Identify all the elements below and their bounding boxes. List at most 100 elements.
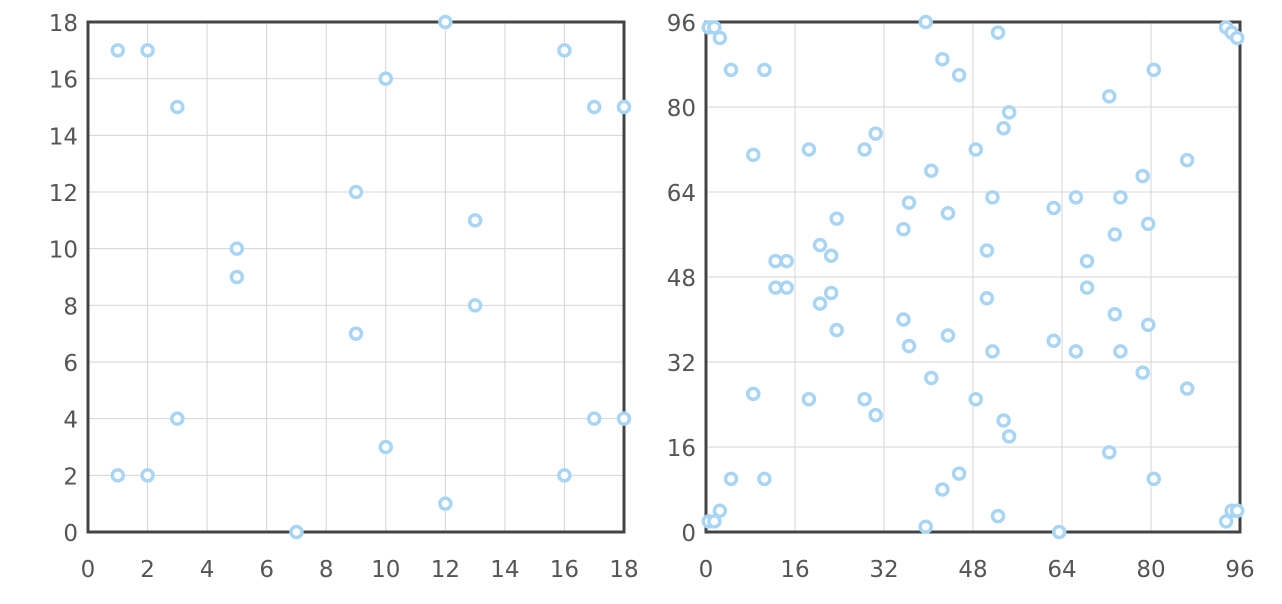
y-tick-label: 80 [667,96,696,122]
scatter-point [586,411,602,426]
scatter-point [140,468,155,483]
y-tick-label: 16 [667,436,696,462]
y-tick-label: 16 [49,68,78,94]
scatter-point [289,524,304,540]
scatter-point [918,519,933,534]
scatter-point [348,184,364,200]
scatter-point [996,413,1011,428]
scatter-point [1068,190,1084,205]
scatter-point [829,322,844,338]
scatter-point [1135,168,1150,184]
y-tick-label: 0 [681,521,696,547]
scatter-point [1068,344,1084,359]
scatter-point [935,482,950,497]
x-tick-label: 16 [780,557,809,583]
scatter-point [968,142,984,157]
x-tick-label: 48 [958,557,987,583]
y-tick-label: 12 [49,181,78,207]
y-tick-label: 0 [63,521,78,547]
scatter-point [707,514,722,529]
scatter-point [996,121,1011,136]
plot-frame [86,20,626,534]
scatter-point [110,468,126,483]
scatter-point [951,67,967,83]
scatter-point [779,280,794,295]
scatter-point [746,147,761,163]
scatter-point [586,99,602,115]
scatter-point [1046,333,1061,348]
x-tick-label: 6 [259,557,274,583]
x-tick-label: 4 [200,557,215,583]
x-tick-label: 8 [319,557,334,583]
x-tick-label: 96 [1225,557,1254,583]
scatter-point [979,291,995,306]
scatter-point [438,496,453,511]
scatter-point [779,253,794,269]
x-tick-label: 14 [490,557,519,583]
y-tick-label: 8 [63,294,78,320]
x-tick-label: 10 [371,557,400,583]
x-tick-label: 0 [699,557,714,583]
scatter-point [712,503,728,518]
scatter-point [757,471,772,487]
scatter-point [985,344,1000,359]
scatter-point [968,391,984,407]
scatter-point [229,269,245,285]
scatter-point [229,241,245,256]
scatter-point [1146,62,1162,78]
scatter-point [1107,227,1123,242]
scatter-point [170,411,185,426]
scatter-point [616,411,632,426]
scatter-point [979,243,995,258]
scatter-point [438,14,453,30]
scatter-point [712,30,728,46]
scatter-point [990,508,1006,524]
scatter-point [707,20,722,35]
scatter-point [140,43,155,58]
scatter-point [746,386,761,402]
scatter-point [768,280,783,295]
scatter-panel-2: 0 16 32 48 64 80 96 0 16 32 48 64 80 96 [667,11,1255,583]
scatter-point [170,99,185,115]
scatter-point [1146,471,1162,487]
x-tick-label: 64 [1047,557,1076,583]
scatter-point [1229,30,1245,46]
scatter-point [940,328,956,343]
scatter-point [1051,524,1067,540]
scatter-point [812,296,828,311]
scatter-point [616,99,632,115]
scatter-point [951,466,967,481]
x-tick-label: 80 [1136,557,1165,583]
scatter-point [1179,381,1195,396]
scatter-point [378,439,394,455]
x-tick-label: 2 [140,557,155,583]
scatter-point [348,326,364,341]
x-tick-label: 32 [869,557,898,583]
scatter-point [940,206,956,221]
scatter-point [1218,514,1234,529]
scatter-point [1179,152,1195,168]
scatter-point [723,471,739,487]
scatter-point [1140,317,1156,333]
scatter-point [557,468,572,483]
scatter-point [557,43,572,58]
scatter-point [1001,429,1017,444]
x-tick-label: 0 [81,557,96,583]
scatter-point [1102,445,1117,460]
scatter-point [1107,306,1123,322]
scatter-point [467,213,483,228]
scatter-point [1001,105,1017,120]
scatter-point [1079,253,1095,269]
x-tick-label: 12 [431,557,460,583]
scatter-point [990,25,1006,40]
scatter-point [1113,344,1128,359]
y-tick-label: 64 [667,181,696,207]
plot-frame [704,20,1242,534]
scatter-point [924,163,939,178]
scatter-point [896,312,911,327]
scatter-point [812,237,828,253]
x-tick-label: 16 [550,557,579,583]
scatter-point [757,62,772,78]
scatter-point [918,14,933,30]
